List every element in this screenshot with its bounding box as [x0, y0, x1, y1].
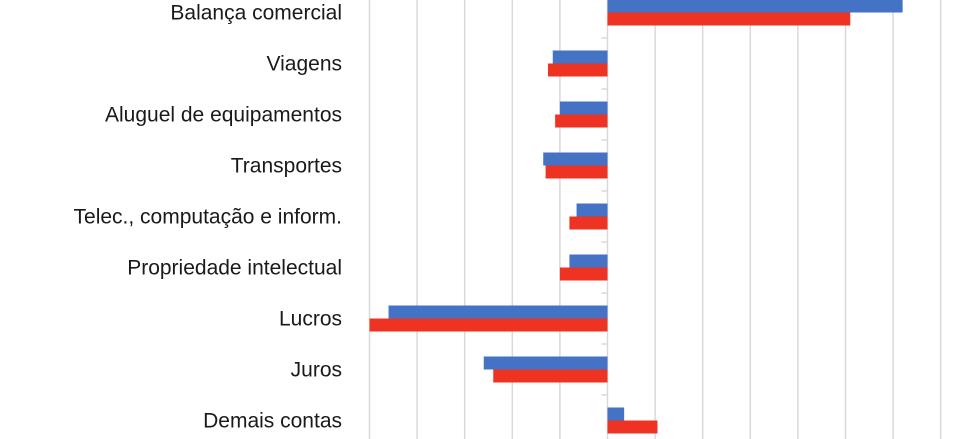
bar-series-1 [543, 152, 608, 166]
category-label: Demais contas [203, 410, 342, 433]
bar-series-1 [607, 0, 903, 13]
bar-series-2 [545, 165, 608, 179]
bar-series-1 [607, 407, 625, 421]
bar-series-2 [493, 369, 608, 383]
category-label: Lucros [279, 308, 342, 331]
category-label: Juros [291, 359, 342, 382]
bar-series-1 [569, 254, 608, 268]
category-label: Aluguel de equipamentos [105, 104, 342, 127]
bar-series-2 [548, 63, 608, 77]
category-label: Balança comercial [170, 2, 342, 25]
category-label: Propriedade intelectual [127, 257, 342, 280]
category-label: Viagens [266, 53, 342, 76]
bar-series-2 [569, 216, 608, 230]
gridlines [368, 0, 942, 439]
bar-series-1 [388, 305, 608, 319]
bar-series-1 [576, 203, 608, 217]
bar-series-2 [369, 318, 608, 332]
category-label: Telec., computação e inform. [74, 206, 342, 229]
category-labels: Balança comercial Viagens Aluguel de equip… [74, 2, 342, 433]
bars [369, 0, 903, 434]
bar-series-1 [552, 50, 608, 64]
bar-series-2 [607, 420, 658, 434]
bar-series-2 [559, 267, 608, 281]
bar-series-2 [607, 12, 851, 26]
bar-series-1 [559, 101, 608, 115]
zero-axis-ticks [601, 37, 608, 396]
category-label: Transportes [231, 155, 342, 178]
bar-series-2 [555, 114, 608, 128]
bar-series-1 [483, 356, 608, 370]
